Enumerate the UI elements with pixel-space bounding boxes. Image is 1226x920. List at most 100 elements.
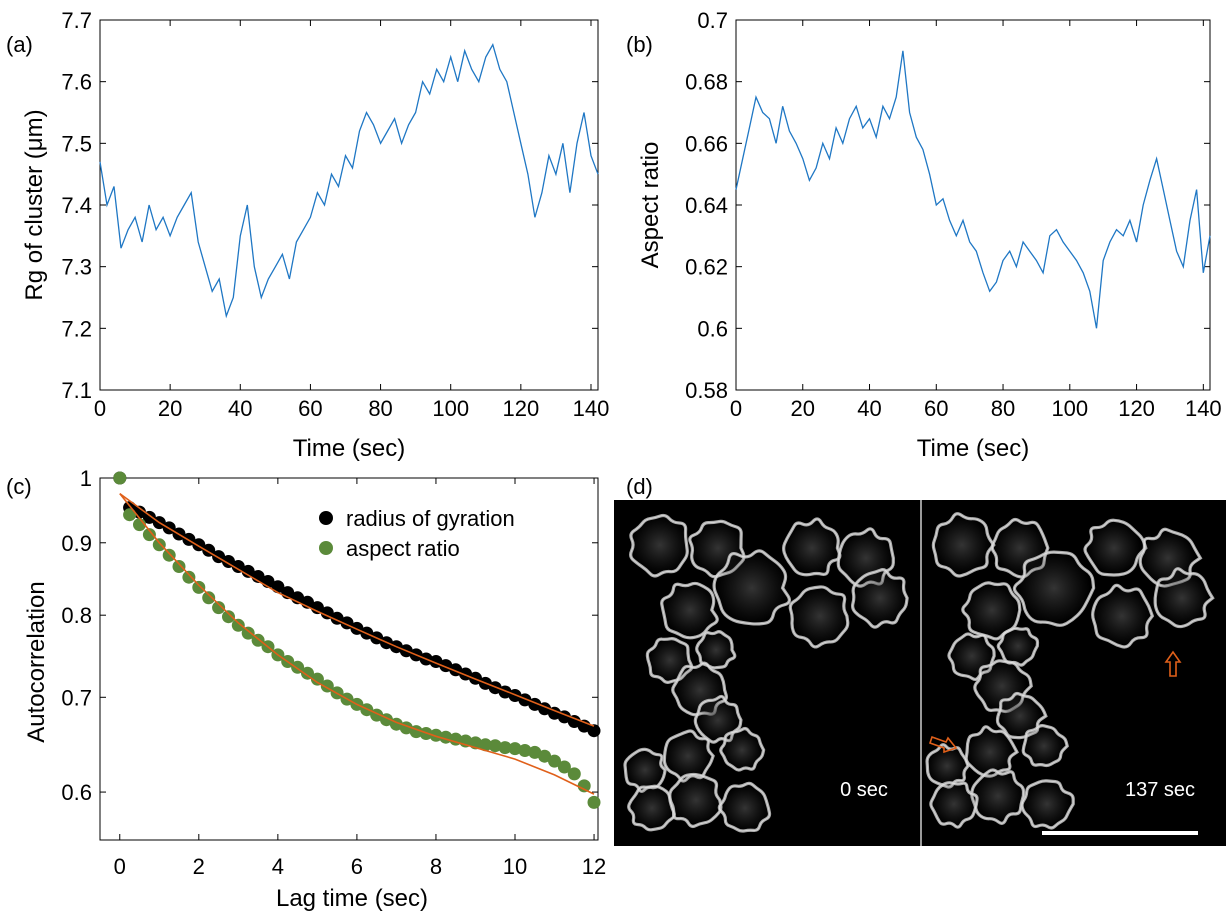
- y-tick-label: 7.2: [61, 316, 92, 341]
- x-tick-label: 100: [1051, 396, 1088, 421]
- x-tick-label: 120: [502, 396, 539, 421]
- x-tick-label: 140: [573, 396, 610, 421]
- ar-point: [567, 767, 581, 781]
- cell-body: [664, 732, 712, 780]
- x-tick-label: 0: [114, 854, 126, 879]
- y-tick-label: 0.64: [685, 193, 728, 218]
- panel-c-xlabel: Lag time (sec): [276, 885, 428, 912]
- ar-point: [587, 795, 601, 809]
- panel-d-label: (d): [626, 474, 653, 499]
- x-tick-label: 120: [1118, 396, 1155, 421]
- cell-body: [998, 694, 1042, 738]
- micrograph-right: [925, 512, 1215, 830]
- legend-label-ar: aspect ratio: [346, 536, 460, 561]
- cell-body: [625, 750, 665, 790]
- ar-point: [488, 739, 502, 753]
- panel-a-axes-frame: [99, 19, 599, 391]
- ar-point: [241, 626, 255, 640]
- cell-body: [670, 774, 722, 826]
- cell-outline-highlight: [1022, 725, 1068, 767]
- ar-point: [508, 742, 522, 756]
- ar-point: [557, 760, 571, 774]
- legend-marker-ar: [319, 541, 333, 555]
- cell-body: [722, 730, 762, 770]
- cell-outline-highlight: [997, 627, 1038, 666]
- cell-outline-highlight: [965, 726, 1018, 777]
- cell-outline-highlight: [1092, 584, 1153, 648]
- ar-point: [192, 580, 206, 594]
- y-tick-label: 0.8: [61, 603, 92, 628]
- y-tick-label: 0.68: [685, 70, 728, 95]
- x-tick-label: 40: [857, 396, 881, 421]
- panel-d: (d) 0 sec 137 sec: [614, 474, 1226, 846]
- cell-body: [853, 571, 907, 625]
- panel-b-label: (b): [626, 32, 653, 57]
- cell-body: [631, 516, 689, 574]
- cell-body: [1023, 780, 1071, 828]
- cell-body: [630, 786, 674, 830]
- panel-a-label: (a): [6, 32, 33, 57]
- panel-c-legend: radius of gyration aspect ratio: [319, 506, 515, 561]
- cell-outline-highlight: [1154, 568, 1214, 628]
- x-tick-label: 2: [193, 854, 205, 879]
- micrograph-left: [623, 513, 909, 833]
- panel-c-label: (c): [6, 474, 32, 499]
- cell-body: [1018, 552, 1090, 624]
- y-tick-label: 7.3: [61, 255, 92, 280]
- panel-a-ylabel: Rg of cluster (μm): [21, 109, 48, 300]
- ar-point: [182, 570, 196, 584]
- rg-point: [142, 510, 156, 524]
- panel-c-ylabel: Autocorrelation: [23, 581, 50, 742]
- time-label-right: 137 sec: [1125, 779, 1195, 801]
- x-tick-label: 0: [94, 396, 106, 421]
- cell-outline-highlight: [661, 582, 718, 639]
- cell-outline-highlight: [789, 586, 849, 648]
- x-tick-label: 80: [368, 396, 392, 421]
- ar-point: [577, 779, 591, 793]
- rg-point: [320, 606, 334, 620]
- ar-point: [172, 560, 186, 573]
- cell-body: [721, 784, 769, 832]
- x-tick-label: 6: [351, 854, 363, 879]
- cell-body: [933, 516, 991, 574]
- cell-body: [1155, 571, 1209, 625]
- rg-fit-line: [119, 492, 595, 727]
- rg-point: [231, 560, 245, 573]
- time-label-left: 0 sec: [840, 779, 888, 801]
- cell-body: [965, 583, 1019, 637]
- ar-point: [498, 741, 512, 755]
- y-tick-label: 0.66: [685, 131, 728, 156]
- y-tick-label: 7.1: [61, 378, 92, 403]
- y-tick-label: 1: [80, 466, 92, 491]
- panel-b: (b) 0 20 40 60 80 100 120 140 0.58 0.6 0.62 0.64 0.6…: [626, 8, 1222, 462]
- y-tick-label: 0.6: [697, 316, 728, 341]
- cell-body: [932, 782, 976, 826]
- cell-outline-highlight: [696, 631, 736, 669]
- x-tick-label: 10: [503, 854, 527, 879]
- cell-outline-highlight: [1084, 519, 1147, 576]
- panel-a-ticks: 0 20 40 60 80 100 120 140 7.1 7.2 7.3 7.4 7.5 7.6 7.7: [61, 8, 609, 421]
- cell-outline-highlight: [718, 782, 771, 832]
- ar-point: [538, 749, 552, 763]
- x-tick-label: 8: [430, 854, 442, 879]
- cell-outline-highlight: [783, 518, 841, 576]
- cell-body: [785, 521, 839, 575]
- cell-body: [791, 587, 849, 645]
- y-tick-label: 7.7: [61, 8, 92, 33]
- rg-point: [567, 715, 581, 728]
- y-tick-label: 0.7: [697, 8, 728, 33]
- panel-b-axes-frame: [735, 19, 1211, 391]
- y-tick-label: 0.62: [685, 255, 728, 280]
- x-tick-label: 80: [991, 396, 1015, 421]
- rg-point: [310, 601, 324, 615]
- cell-body: [972, 770, 1024, 822]
- y-tick-label: 0.58: [685, 378, 728, 403]
- ar-point: [212, 601, 226, 615]
- cell-body: [696, 698, 740, 742]
- cell-body: [927, 746, 967, 786]
- ar-point: [113, 471, 127, 485]
- cell-outline-highlight: [720, 728, 765, 771]
- cell-body: [716, 552, 788, 624]
- x-tick-label: 140: [1185, 396, 1222, 421]
- ar-point: [152, 538, 166, 552]
